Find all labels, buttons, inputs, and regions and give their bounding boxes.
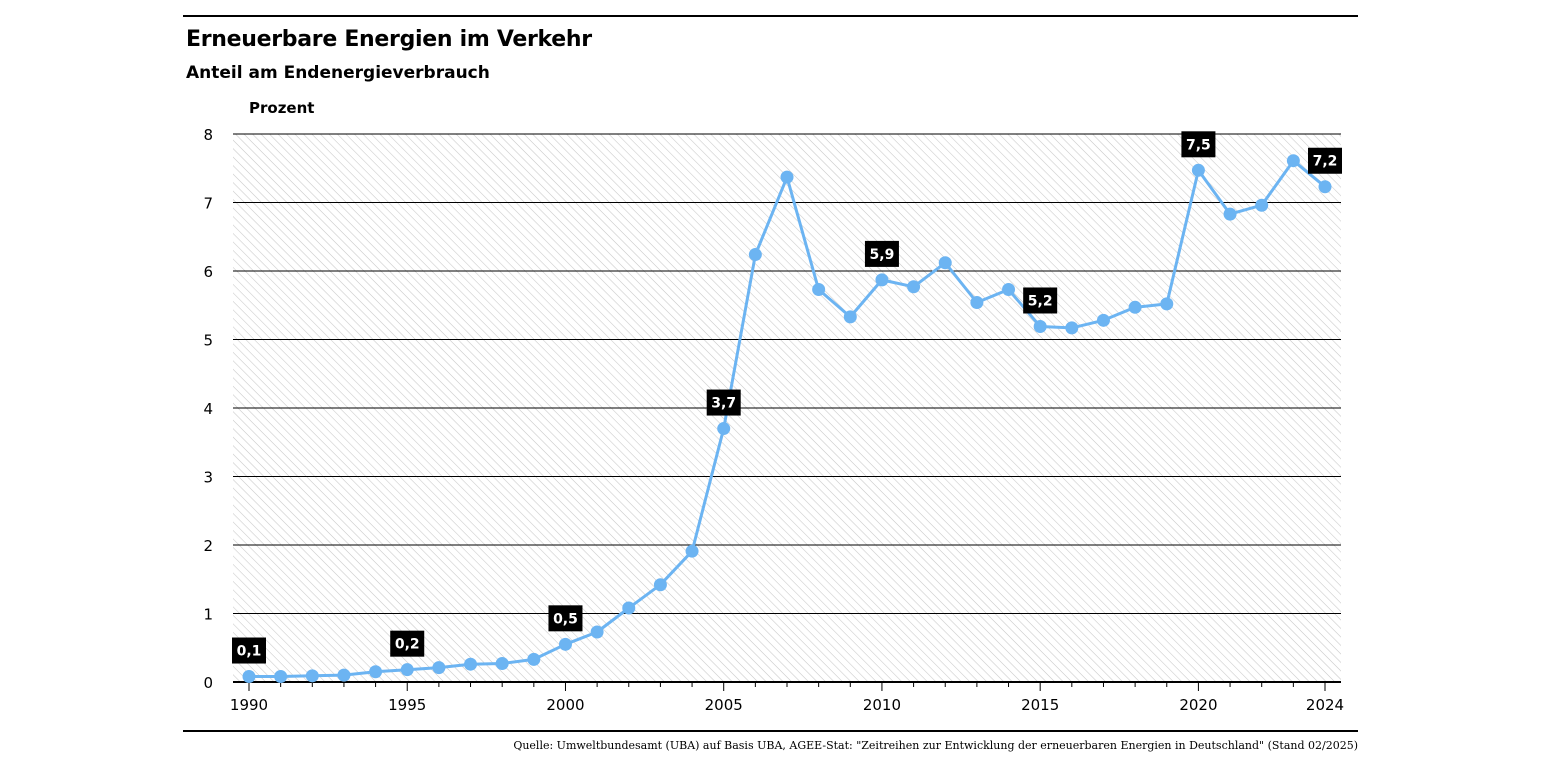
data-label: 0,1 [237, 644, 262, 660]
gridlines [233, 133, 1341, 614]
data-point [495, 657, 509, 671]
y-tick-label: 1 [203, 606, 213, 624]
data-point [369, 665, 383, 679]
data-point [780, 170, 794, 184]
y-tick-label: 0 [203, 674, 213, 692]
data-label-box [390, 630, 425, 657]
data-point [274, 670, 288, 684]
data-label-box [232, 637, 266, 664]
data-point [432, 661, 446, 675]
source-note: Quelle: Umweltbundesamt (UBA) auf Basis … [513, 739, 1358, 752]
data-point [242, 670, 256, 684]
data-point [1002, 282, 1016, 296]
data-point [1065, 321, 1079, 335]
data-labels: 0,1 0,2 0,5 3,7 5,9 5,2 7,5 7,2 [232, 131, 1342, 664]
data-label-box [864, 240, 899, 267]
bottom-rule [183, 730, 1358, 732]
data-point [875, 273, 889, 287]
data-point [1318, 180, 1332, 194]
chart-subtitle: Anteil am Endenergieverbrauch [186, 63, 490, 83]
x-tick-label: 1990 [230, 696, 268, 714]
data-label: 5,9 [870, 247, 895, 263]
top-rule [183, 15, 1358, 17]
data-label-box [1181, 131, 1216, 158]
data-point [558, 637, 572, 651]
data-point [1255, 198, 1269, 212]
data-label: 0,2 [395, 637, 420, 653]
data-point [464, 657, 478, 671]
data-point [907, 280, 921, 294]
chart-title: Erneuerbare Energien im Verkehr [186, 27, 592, 52]
data-label: 3,7 [711, 396, 736, 412]
y-axis-ticks: 0 1 2 3 4 5 6 7 8 [203, 126, 213, 692]
data-point [1128, 300, 1142, 314]
x-axis: 1990 1995 2000 2005 2010 2015 2020 2024 [230, 681, 1344, 714]
data-point [653, 578, 667, 592]
y-axis-label: Prozent [249, 99, 315, 117]
x-tick-label: 2005 [705, 696, 743, 714]
x-tick-label: 2015 [1021, 696, 1059, 714]
data-point [1286, 154, 1300, 168]
data-label-box [1308, 147, 1342, 174]
data-point [748, 248, 762, 262]
y-tick-label: 7 [203, 195, 213, 213]
y-tick-label: 4 [203, 400, 213, 418]
data-point [1160, 297, 1174, 311]
x-tick-label: 1995 [388, 696, 426, 714]
data-point [1096, 313, 1110, 327]
data-point [337, 668, 351, 682]
data-point [527, 652, 541, 666]
data-point [970, 296, 984, 310]
data-point [812, 282, 826, 296]
data-point [938, 256, 952, 270]
data-point [843, 310, 857, 324]
data-point [305, 669, 319, 683]
y-tick-label: 5 [203, 332, 213, 350]
data-point [590, 625, 604, 639]
data-point [400, 663, 414, 677]
y-tick-label: 6 [203, 263, 213, 281]
data-point [622, 601, 636, 615]
y-tick-label: 8 [203, 126, 213, 144]
data-label: 5,2 [1028, 293, 1053, 309]
data-label: 0,5 [553, 611, 578, 627]
data-point [1033, 319, 1047, 333]
data-label-box [548, 605, 583, 632]
data-point [1223, 207, 1237, 221]
series-renewables [242, 154, 1332, 684]
data-label: 7,2 [1313, 154, 1338, 170]
x-tick-label: 2010 [863, 696, 901, 714]
data-label: 7,5 [1186, 137, 1211, 153]
x-tick-label: 2024 [1306, 696, 1344, 714]
y-tick-label: 2 [203, 537, 213, 555]
data-point [1191, 163, 1205, 177]
y-tick-label: 3 [203, 469, 213, 487]
data-point [717, 422, 731, 436]
x-tick-label: 2020 [1179, 696, 1217, 714]
data-point [685, 544, 699, 558]
x-tick-label: 2000 [546, 696, 584, 714]
data-label-box [1023, 287, 1058, 314]
data-label-box [706, 389, 741, 416]
